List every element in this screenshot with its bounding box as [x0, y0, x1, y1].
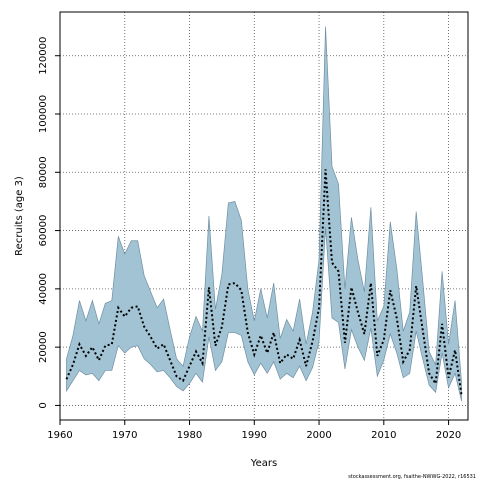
x-axis-title: Years	[250, 458, 277, 469]
y-tick-label: 80000	[38, 156, 49, 188]
y-tick-label: 120000	[38, 37, 49, 75]
y-tick-label: 0	[38, 402, 49, 408]
x-tick-label: 1990	[242, 430, 267, 441]
x-tick-label: 1970	[112, 430, 137, 441]
recruitment-estimate-line	[65, 169, 463, 396]
y-axis-title: Recruits (age 3)	[14, 176, 25, 256]
y-tick-label: 40000	[38, 273, 49, 305]
x-tick-label: 1980	[177, 430, 202, 441]
credit-text: stockassessment.org, fsaithe-NWWG-2022, …	[348, 474, 476, 480]
y-axis: 0 20000 40000 60000 80000 100000 120000	[38, 37, 60, 409]
y-tick-label: 60000	[38, 215, 49, 247]
y-tick-label: 100000	[38, 95, 49, 133]
x-tick-label: 1960	[47, 430, 72, 441]
confidence-band	[66, 26, 462, 402]
plot-area-frame	[59, 11, 469, 421]
x-axis: 1960 1970 1980 1990 2000 2010 2020	[47, 420, 461, 441]
x-tick-label: 2020	[436, 430, 461, 441]
y-tick-label: 20000	[38, 331, 49, 363]
x-tick-label: 2000	[306, 430, 331, 441]
x-tick-label: 2010	[371, 430, 396, 441]
